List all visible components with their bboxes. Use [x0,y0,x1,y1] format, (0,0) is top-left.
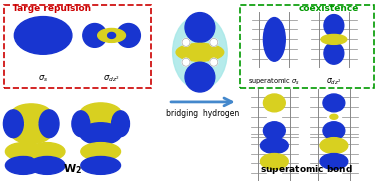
Ellipse shape [263,122,285,140]
Ellipse shape [182,58,190,66]
Ellipse shape [263,18,285,61]
Ellipse shape [11,124,51,144]
Ellipse shape [210,38,218,46]
Ellipse shape [210,58,218,66]
Ellipse shape [323,94,345,112]
Ellipse shape [98,28,125,42]
Ellipse shape [29,157,65,174]
Text: large repulsion: large repulsion [14,4,91,13]
Ellipse shape [83,23,107,47]
Text: superatomic $\sigma_s$: superatomic $\sigma_s$ [248,77,300,87]
Text: bridging  hydrogen: bridging hydrogen [166,109,240,118]
Ellipse shape [173,15,227,90]
Ellipse shape [176,43,224,61]
Ellipse shape [263,94,285,112]
Ellipse shape [112,111,129,137]
Ellipse shape [116,23,140,47]
Text: coexistence: coexistence [299,4,359,13]
Ellipse shape [80,103,121,125]
Ellipse shape [265,155,283,167]
Ellipse shape [81,143,121,161]
Ellipse shape [81,157,121,174]
Ellipse shape [5,143,41,161]
Ellipse shape [260,154,288,169]
Ellipse shape [260,138,288,154]
Ellipse shape [3,110,23,138]
Ellipse shape [39,110,59,138]
FancyArrowPatch shape [171,98,232,106]
Ellipse shape [320,154,348,169]
Text: $\sigma_{dz^2}$: $\sigma_{dz^2}$ [326,77,342,87]
Ellipse shape [320,138,348,154]
Ellipse shape [29,143,65,161]
Ellipse shape [185,13,215,42]
Ellipse shape [324,42,344,64]
Ellipse shape [185,62,215,92]
Ellipse shape [325,140,343,152]
Ellipse shape [72,111,90,137]
Ellipse shape [324,15,344,36]
Text: $\sigma_s$: $\sigma_s$ [38,74,48,84]
Text: $\mathbf{superatomic\ bond}$: $\mathbf{superatomic\ bond}$ [260,163,352,176]
Ellipse shape [11,104,51,124]
Ellipse shape [182,38,190,46]
Text: $\mathbf{W_2}$: $\mathbf{W_2}$ [64,163,82,176]
Ellipse shape [321,34,347,44]
Ellipse shape [14,17,72,54]
Ellipse shape [108,32,116,38]
Ellipse shape [330,114,338,119]
Ellipse shape [5,157,41,174]
Ellipse shape [323,122,345,140]
Ellipse shape [80,123,121,145]
Text: $\sigma_{dz^2}$: $\sigma_{dz^2}$ [103,74,120,84]
